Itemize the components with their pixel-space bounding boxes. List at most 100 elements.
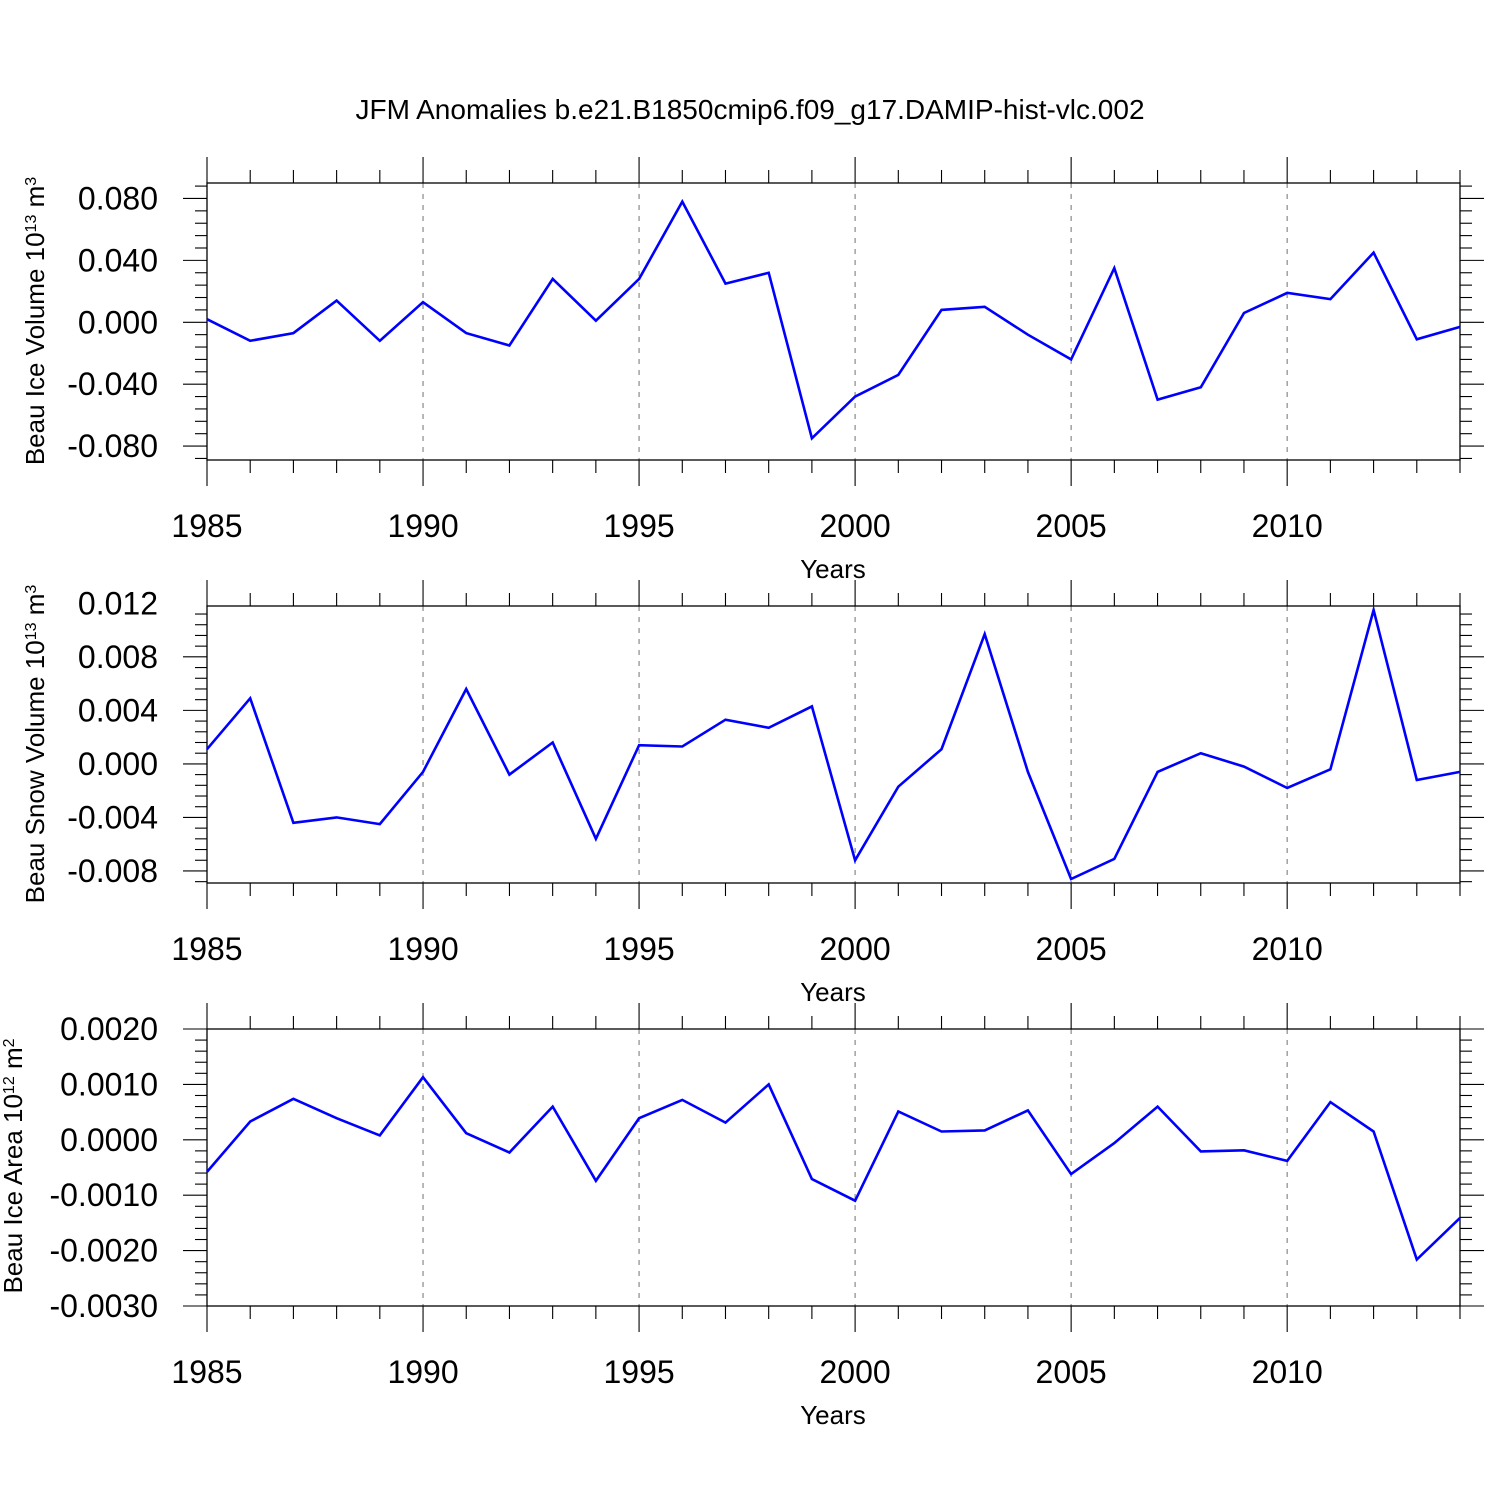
y-tick-label: 0.0010 xyxy=(60,1066,158,1102)
data-point xyxy=(205,747,209,751)
data-point xyxy=(1069,877,1073,881)
data-point xyxy=(291,1097,295,1101)
data-point xyxy=(205,1170,209,1174)
data-point xyxy=(335,815,339,819)
data-point xyxy=(1112,857,1116,861)
data-point xyxy=(1458,770,1462,774)
data-point xyxy=(291,331,295,335)
data-point xyxy=(378,339,382,343)
data-point xyxy=(896,1110,900,1114)
x-tick-label: 2005 xyxy=(1036,1354,1107,1390)
data-point xyxy=(1199,751,1203,755)
data-point xyxy=(335,299,339,303)
data-point xyxy=(1415,1257,1419,1261)
data-point xyxy=(1069,357,1073,361)
y-axis-label: Beau Ice Area 1012 m2 xyxy=(0,1038,28,1293)
series-line xyxy=(206,604,1461,881)
data-point xyxy=(1156,398,1160,402)
data-point xyxy=(1112,266,1116,270)
data-point xyxy=(205,317,209,321)
data-point xyxy=(1242,765,1246,769)
panel-ice-volume: Beau Ice Volume 1013 m3 Years 1985 1990 19… xyxy=(20,157,1484,584)
data-point xyxy=(507,343,511,347)
data-point xyxy=(723,718,727,722)
data-point xyxy=(680,200,684,204)
data-point xyxy=(1285,291,1289,295)
data-point xyxy=(896,785,900,789)
data-point xyxy=(853,858,857,862)
panel-snow-volume: Beau Snow Volume 1013 m3 Years 1985 1990 1… xyxy=(20,580,1484,1007)
data-point xyxy=(810,704,814,708)
plot-frame xyxy=(206,605,1461,884)
x-tick-label: 2000 xyxy=(820,1354,891,1390)
data-point xyxy=(853,395,857,399)
data-point xyxy=(1328,297,1332,301)
y-tick-label: 0.000 xyxy=(78,304,158,340)
data-point xyxy=(464,687,468,691)
data-point xyxy=(594,319,598,323)
data-point xyxy=(1285,786,1289,790)
data-point xyxy=(1372,1129,1376,1133)
data-point xyxy=(1372,608,1376,612)
data-point xyxy=(983,305,987,309)
data-point xyxy=(1069,1172,1073,1176)
y-tick-label: -0.008 xyxy=(67,853,158,889)
data-point xyxy=(464,331,468,335)
data-point xyxy=(291,821,295,825)
data-point xyxy=(1458,1216,1462,1220)
data-point xyxy=(378,1133,382,1137)
plot-frame xyxy=(206,1028,1461,1307)
data-point xyxy=(551,277,555,281)
y-tick-label: 0.012 xyxy=(78,585,158,621)
data-point xyxy=(1242,311,1246,315)
data-point xyxy=(1156,770,1160,774)
data-point xyxy=(248,339,252,343)
x-tick-label: 1995 xyxy=(603,508,674,544)
y-tick-label: 0.004 xyxy=(78,692,158,728)
data-point xyxy=(1026,1108,1030,1112)
data-point xyxy=(1026,770,1030,774)
data-point xyxy=(594,1179,598,1183)
data-point xyxy=(507,773,511,777)
x-tick-label: 2005 xyxy=(1036,508,1107,544)
x-tick-label: 1995 xyxy=(603,1354,674,1390)
data-point xyxy=(1112,1141,1116,1145)
x-tick-label: 2010 xyxy=(1252,508,1323,544)
y-tick-label: -0.0010 xyxy=(49,1177,158,1213)
x-axis-label: Years xyxy=(800,554,866,584)
data-point xyxy=(1156,1105,1160,1109)
data-point xyxy=(940,747,944,751)
data-point xyxy=(335,1116,339,1120)
x-tick-label: 1990 xyxy=(387,508,458,544)
data-point xyxy=(1372,251,1376,255)
data-point xyxy=(464,1131,468,1135)
x-axis-label: Years xyxy=(800,977,866,1007)
data-point xyxy=(1199,385,1203,389)
data-point xyxy=(767,1082,771,1086)
y-tick-label: 0.008 xyxy=(78,639,158,675)
data-point xyxy=(1026,333,1030,337)
y-tick-label: 0.0000 xyxy=(60,1122,158,1158)
figure-title: JFM Anomalies b.e21.B1850cmip6.f09_g17.D… xyxy=(355,94,1144,125)
data-point xyxy=(248,696,252,700)
data-point xyxy=(983,1128,987,1132)
data-point xyxy=(680,1098,684,1102)
data-point xyxy=(1199,1149,1203,1153)
data-point xyxy=(983,632,987,636)
y-tick-label: -0.0030 xyxy=(49,1288,158,1324)
data-point xyxy=(421,300,425,304)
data-point xyxy=(421,770,425,774)
y-tick-label: -0.040 xyxy=(67,366,158,402)
x-tick-label: 1985 xyxy=(171,931,242,967)
data-point xyxy=(1415,778,1419,782)
data-point xyxy=(551,740,555,744)
y-tick-label: 0.040 xyxy=(78,242,158,278)
data-point xyxy=(767,271,771,275)
x-tick-label: 1995 xyxy=(603,931,674,967)
data-point xyxy=(551,1105,555,1109)
y-tick-label: -0.004 xyxy=(67,799,158,835)
x-axis-label: Years xyxy=(800,1400,866,1430)
data-point xyxy=(637,743,641,747)
data-point xyxy=(1242,1148,1246,1152)
